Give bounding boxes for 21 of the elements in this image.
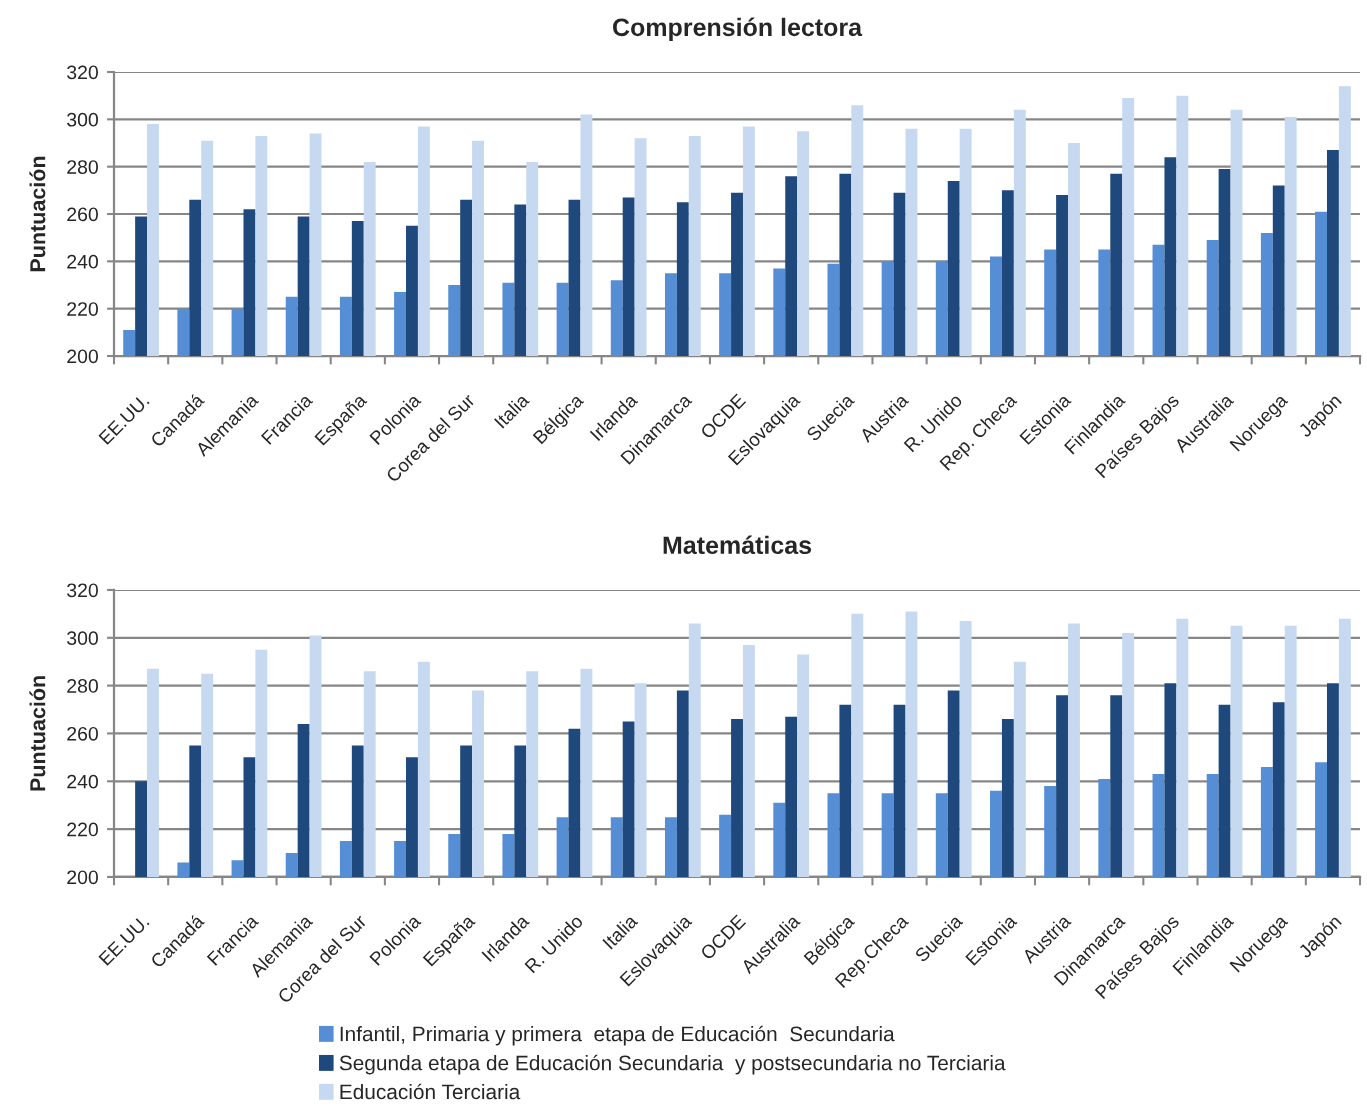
y-tick-label: 300 xyxy=(67,112,98,127)
legend-label: Infantil, Primaria y primera etapa de Educación Secundaria xyxy=(340,1025,895,1046)
chart-title: Matemáticas xyxy=(663,535,812,555)
chart-title: Comprensión lectora xyxy=(613,17,863,42)
y-tick-label: 320 xyxy=(67,583,98,598)
y-tick-label: 260 xyxy=(67,726,98,741)
y-tick-label: 200 xyxy=(67,870,98,885)
y-axis-title: Puntuación xyxy=(29,676,46,791)
y-tick-label: 220 xyxy=(67,822,98,837)
y-axis-title: Puntuación xyxy=(29,156,46,272)
y-tick-label: 320 xyxy=(67,65,98,80)
y-tick-label: 260 xyxy=(67,207,98,222)
y-tick-label: 300 xyxy=(67,631,98,646)
y-tick-label: 240 xyxy=(67,254,98,269)
legend-label: Educación Terciaria xyxy=(340,1083,521,1100)
y-tick-label: 220 xyxy=(67,302,98,316)
y-tick-label: 240 xyxy=(67,774,98,789)
legend-label: Segunda etapa de Educación Secundaria y postsecundaria no Terciaria xyxy=(339,1054,1006,1075)
y-tick-label: 280 xyxy=(67,679,98,693)
y-tick-label: 280 xyxy=(67,160,98,174)
y-tick-label: 200 xyxy=(67,349,98,364)
